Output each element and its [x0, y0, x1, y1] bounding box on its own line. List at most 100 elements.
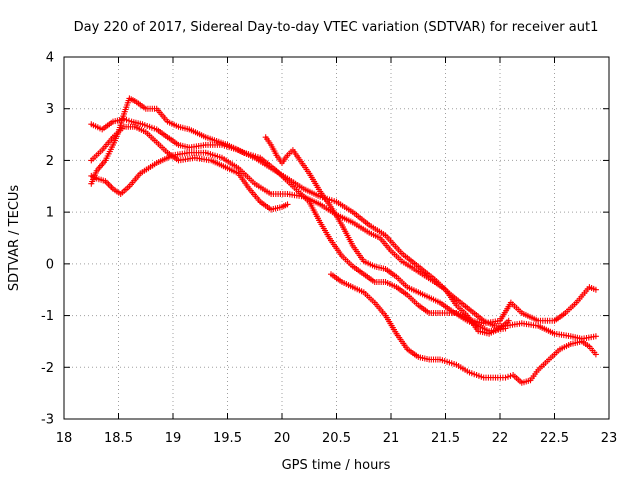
- data-point: [482, 322, 485, 325]
- data-point: [341, 281, 343, 283]
- x-tick-label: 21: [383, 431, 400, 446]
- data-point: [406, 294, 409, 296]
- data-point: [521, 322, 523, 325]
- data-point: [373, 301, 376, 304]
- data-point: [553, 332, 556, 335]
- data-point: [275, 154, 278, 157]
- data-point: [537, 325, 539, 327]
- data-point: [504, 376, 507, 379]
- axis-ticks: 18 18.5 19 19.5 20 20.5 21 21.5 22 22.5 23-3-2-101…: [41, 51, 617, 447]
- data-point: [341, 255, 343, 257]
- data-point: [128, 185, 131, 188]
- data-point: [112, 144, 114, 146]
- data-point: [595, 335, 597, 338]
- data-point: [166, 136, 169, 138]
- x-tick-label: 18: [56, 431, 73, 446]
- data-point: [352, 211, 354, 213]
- data-point: [112, 188, 114, 190]
- data-point: [395, 286, 398, 288]
- data-point: [384, 268, 387, 270]
- data-point: [104, 159, 107, 162]
- data-point: [303, 195, 305, 198]
- data-point: [417, 270, 420, 273]
- data-point: [145, 131, 147, 133]
- data-point: [384, 281, 387, 283]
- data-point: [204, 144, 207, 146]
- data-point: [439, 301, 441, 304]
- data-point: [352, 221, 354, 224]
- data-point: [204, 136, 207, 138]
- data-point: [112, 136, 114, 138]
- data-point: [466, 319, 469, 322]
- data-point: [210, 159, 212, 162]
- data-point: [477, 330, 480, 332]
- data-point: [134, 100, 136, 102]
- data-point: [188, 151, 191, 154]
- data-point: [401, 260, 403, 263]
- data-point: [406, 286, 409, 288]
- data-point: [529, 379, 532, 382]
- data-point: [319, 190, 322, 193]
- data-point: [90, 159, 93, 162]
- data-point: [90, 123, 93, 125]
- data-point: [363, 260, 365, 263]
- data-point: [166, 151, 169, 154]
- data-point: [466, 307, 469, 309]
- data-point: [308, 172, 311, 175]
- data-point: [444, 288, 447, 291]
- x-tick-label: 23: [601, 431, 618, 446]
- data-point: [243, 151, 245, 154]
- data-point: [101, 149, 103, 151]
- data-point: [488, 330, 490, 332]
- data-point: [139, 172, 142, 175]
- data-point: [352, 245, 354, 247]
- data-point: [123, 126, 125, 128]
- series-day-4: [88, 149, 512, 337]
- data-point: [379, 237, 381, 239]
- data-point: [95, 177, 98, 180]
- y-tick-label: -1: [41, 309, 54, 324]
- data-point: [270, 193, 272, 195]
- data-point: [433, 281, 436, 283]
- data-point: [390, 250, 392, 252]
- data-point: [319, 203, 322, 206]
- data-point: [588, 345, 591, 348]
- data-point: [395, 332, 398, 335]
- data-point: [248, 188, 251, 190]
- data-point: [297, 157, 300, 159]
- data-point: [155, 128, 158, 131]
- x-tick-label: 21.5: [431, 431, 460, 446]
- series-group: [88, 95, 599, 386]
- data-point: [401, 252, 403, 255]
- data-point: [90, 175, 93, 177]
- data-point: [330, 206, 332, 208]
- data-point: [553, 319, 556, 322]
- data-point: [259, 157, 262, 159]
- data-point: [281, 162, 283, 164]
- data-point: [497, 376, 499, 379]
- data-point: [507, 319, 510, 322]
- data-point: [292, 185, 294, 188]
- data-point: [194, 157, 196, 159]
- x-tick-label: 20: [274, 431, 291, 446]
- data-point: [352, 265, 354, 268]
- x-tick-label: 22: [492, 431, 509, 446]
- data-point: [177, 159, 180, 162]
- x-tick-label: 19: [165, 431, 182, 446]
- grid-lines: [64, 57, 609, 419]
- data-point: [221, 157, 223, 159]
- y-tick-label: 1: [46, 206, 54, 221]
- data-point: [466, 314, 469, 317]
- data-point: [581, 340, 583, 343]
- data-point: [237, 167, 240, 169]
- data-point: [281, 206, 283, 208]
- data-point: [155, 107, 158, 110]
- data-point: [319, 221, 322, 224]
- data-point: [417, 265, 420, 268]
- series-day-3: [88, 123, 291, 213]
- data-point: [286, 154, 289, 157]
- data-point: [95, 170, 98, 172]
- y-tick-label: 3: [46, 102, 54, 117]
- data-point: [155, 141, 158, 144]
- data-point: [439, 312, 441, 314]
